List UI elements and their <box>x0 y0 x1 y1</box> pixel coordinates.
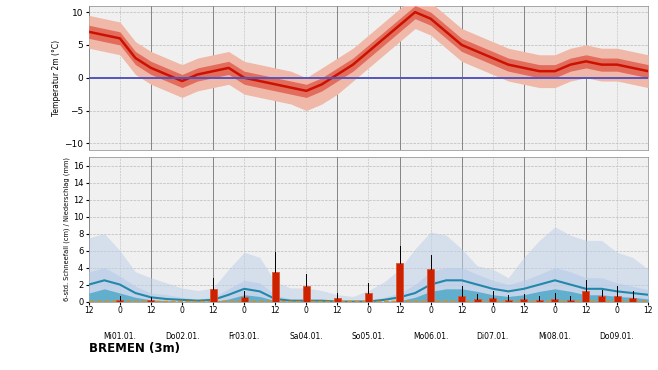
Text: Mo06.01.: Mo06.01. <box>413 332 448 341</box>
Bar <box>303 286 310 302</box>
Bar <box>427 269 434 302</box>
Bar <box>629 298 636 302</box>
Text: Mi01.01.: Mi01.01. <box>103 332 136 341</box>
Bar <box>365 293 372 302</box>
Bar <box>458 296 465 302</box>
Bar <box>536 300 543 302</box>
Bar <box>520 299 527 302</box>
Text: Do09.01.: Do09.01. <box>599 332 634 341</box>
Text: BREMEN (3m): BREMEN (3m) <box>89 342 180 355</box>
Text: Mi08.01.: Mi08.01. <box>538 332 571 341</box>
Bar <box>241 297 247 302</box>
Bar <box>272 272 279 302</box>
Text: Fr03.01.: Fr03.01. <box>228 332 260 341</box>
Text: So05.01.: So05.01. <box>352 332 385 341</box>
Bar <box>551 299 559 302</box>
Text: Do02.01.: Do02.01. <box>164 332 199 341</box>
Bar <box>567 300 574 302</box>
Bar <box>474 299 481 302</box>
Y-axis label: 6-std. Schneefall (cm) / Niederschlag (mm): 6-std. Schneefall (cm) / Niederschlag (m… <box>63 157 70 301</box>
Bar <box>147 300 155 302</box>
Text: Sa04.01.: Sa04.01. <box>290 332 323 341</box>
Bar <box>334 298 341 302</box>
Bar <box>505 300 512 302</box>
Bar <box>396 263 403 302</box>
Text: Di07.01.: Di07.01. <box>476 332 509 341</box>
Bar <box>598 296 605 302</box>
Bar <box>490 298 496 302</box>
Bar <box>210 289 216 302</box>
Bar <box>613 296 620 302</box>
Y-axis label: Temperatur 2m (°C): Temperatur 2m (°C) <box>53 40 61 116</box>
Bar <box>116 300 124 302</box>
Bar <box>582 291 590 302</box>
